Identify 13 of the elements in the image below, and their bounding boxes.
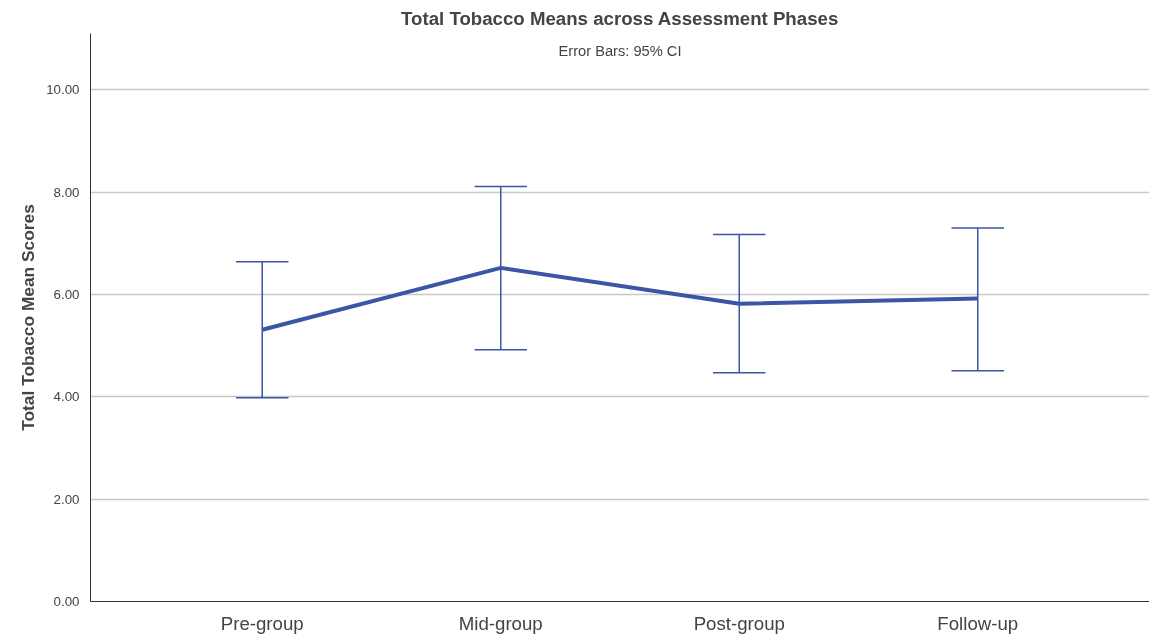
- x-tick-label: Mid-group: [458, 612, 543, 634]
- y-axis-title: Total Tobacco Mean Scores: [18, 204, 39, 431]
- y-tick-label: 6.00: [53, 286, 80, 302]
- x-tick-label: Post-group: [693, 612, 785, 634]
- y-tick-label: 8.00: [53, 184, 80, 200]
- y-tick-label: 4.00: [53, 389, 80, 405]
- chart-title: Total Tobacco Means across Assessment Phases: [401, 7, 839, 29]
- annotation: Error Bars: 95% CI: [558, 43, 682, 60]
- x-tick-label: Pre-group: [220, 612, 304, 634]
- x-tick-label: Follow-up: [937, 612, 1019, 634]
- y-tick-label: 2.00: [53, 491, 80, 507]
- y-tick-label: 0.00: [53, 594, 80, 609]
- y-tick-label: 10.00: [46, 82, 80, 98]
